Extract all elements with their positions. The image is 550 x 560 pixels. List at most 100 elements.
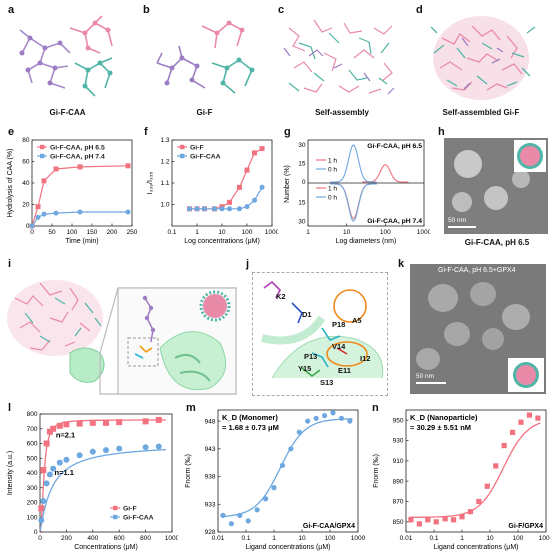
molecule-gi-f-image	[156, 20, 255, 94]
panel-label: n	[372, 402, 379, 414]
data-point	[484, 483, 490, 489]
x-tick-label: 100	[513, 535, 524, 542]
data-point	[194, 206, 200, 212]
x-axis-label: Concentrations (μM)	[74, 544, 138, 551]
residue-label: P18	[332, 320, 346, 329]
y-tick-label: 943	[205, 446, 216, 453]
panel-f: f 0.1 1 10 100 1000 1.0 1.1 1.2 1.3 Log concentra…	[140, 124, 278, 252]
x-tick-label: 0	[38, 535, 42, 542]
data-point	[125, 163, 131, 169]
self-assembled-gi-f-image	[430, 16, 536, 100]
data-point	[433, 519, 439, 525]
x-tick-label: 100	[67, 229, 78, 236]
y-tick-label: 1.3	[160, 137, 169, 144]
data-point	[202, 206, 208, 212]
panel-g: g 1 10 100 1000 0 15 30 15 30 Log diameters (nm) N…	[280, 124, 430, 252]
data-point	[116, 419, 123, 426]
residue-label: K2	[276, 292, 286, 301]
legend-marker	[180, 153, 185, 159]
panel-n: n 0.01 0.1 1 10 100 1000 850 870 890 910 930 950 Lig…	[368, 402, 550, 560]
data-point	[103, 419, 109, 426]
x-tick-label: 10	[218, 229, 226, 236]
x-tick-label: 0.1	[429, 535, 438, 542]
data-point	[244, 204, 250, 210]
data-point	[330, 410, 336, 416]
chart-n: 0.01 0.1 1 10 100 1000 850 870 890 910 930 950 Ligan…	[373, 409, 550, 551]
panel-label: c	[278, 4, 285, 16]
data-point	[252, 150, 258, 156]
self-assembly-image	[283, 19, 395, 95]
x-axis-label: Ligand concentrations (μM)	[434, 544, 519, 551]
series-line	[189, 186, 263, 210]
x-tick-label: 1000	[265, 229, 278, 236]
chart-g: 1 10 100 1000 0 15 30 15 30 Log diameters (nm) Num…	[284, 139, 430, 245]
legend-label: Gi-F-CAA	[123, 515, 154, 522]
data-point	[63, 456, 70, 463]
nanoparticle-inset	[514, 140, 546, 172]
panel-m: m 0.01 0.1 1 10 100 1000 928 933 938 943 948 Ligand…	[180, 402, 366, 560]
zoom-frame	[252, 272, 388, 396]
plot-frame	[217, 409, 359, 533]
y-tick-label: 1.2	[160, 159, 169, 166]
kd-value: = 30.29 ± 5.51 nM	[410, 423, 471, 432]
panel-label: g	[284, 126, 291, 138]
data-point	[142, 444, 149, 451]
x-tick-label: 10	[298, 535, 306, 542]
series-line	[330, 183, 377, 222]
series-line	[330, 144, 377, 183]
data-point	[219, 206, 225, 212]
fit-curve	[39, 448, 166, 531]
data-point	[416, 521, 422, 527]
data-point	[38, 517, 45, 524]
x-tick-label: 50	[48, 229, 56, 236]
data-point	[63, 421, 70, 428]
data-point	[236, 206, 242, 212]
x-tick-label: 150	[87, 229, 98, 236]
data-point	[467, 509, 474, 515]
data-point	[77, 209, 83, 215]
data-point	[211, 206, 217, 212]
data-point	[313, 415, 319, 421]
y-tick-label: 15	[298, 161, 306, 168]
data-point	[321, 412, 328, 419]
x-tick-label: 200	[107, 229, 118, 236]
data-point	[338, 415, 345, 421]
chart-e: 0 50 100 150 200 250 0 20 40 60 80 Time (min) Hydrol…	[7, 137, 138, 245]
x-tick-label: 1000	[539, 535, 550, 542]
panel-l: l 0 200 400 600 800 1000 0 100 200 300 400 500 600 70…	[0, 402, 178, 560]
residue-label: A5	[352, 316, 362, 325]
data-point	[526, 412, 533, 418]
data-point	[244, 167, 250, 173]
y-tick-label: 0	[34, 529, 38, 536]
x-tick-label: 400	[87, 535, 98, 542]
y-tick-label: 928	[205, 529, 216, 536]
legend-label: 1 h	[328, 158, 337, 165]
tem-micrograph-k: Gi-F-CAA, pH 6.5+GPX4 50 nm	[410, 264, 546, 394]
y-tick-label: 600	[27, 441, 38, 448]
panel-label: l	[8, 402, 12, 414]
fit-curve	[220, 418, 353, 518]
y-tick-label: 933	[205, 501, 216, 508]
x-tick-label: 100	[325, 535, 336, 542]
x-axis-label: Log diameters (nm)	[336, 238, 397, 245]
y-axis-label: Number (%)	[284, 165, 291, 203]
data-point	[76, 420, 83, 427]
y-tick-label: 60	[22, 159, 30, 166]
panel-e: e 0 50 100 150 200 250 0 20 40 60 80 Time (min) Hydr…	[0, 124, 138, 252]
data-point	[535, 415, 541, 421]
data-point	[259, 184, 265, 190]
y-tick-label: 890	[393, 478, 404, 485]
x-tick-label: 1	[272, 535, 276, 542]
panel-a: a Gi-F-CAA	[0, 0, 135, 120]
data-point	[476, 498, 482, 505]
nanoparticle-inset	[508, 358, 544, 392]
data-point	[227, 199, 233, 205]
legend-label: Gi-F	[123, 506, 137, 513]
data-point	[41, 178, 47, 184]
panel-caption: Self-assembly	[315, 108, 369, 117]
y-tick-label: 870	[393, 499, 404, 506]
y-tick-label: 950	[393, 417, 404, 424]
panel-label: d	[416, 4, 423, 16]
data-point	[53, 210, 59, 216]
data-point	[46, 471, 53, 478]
